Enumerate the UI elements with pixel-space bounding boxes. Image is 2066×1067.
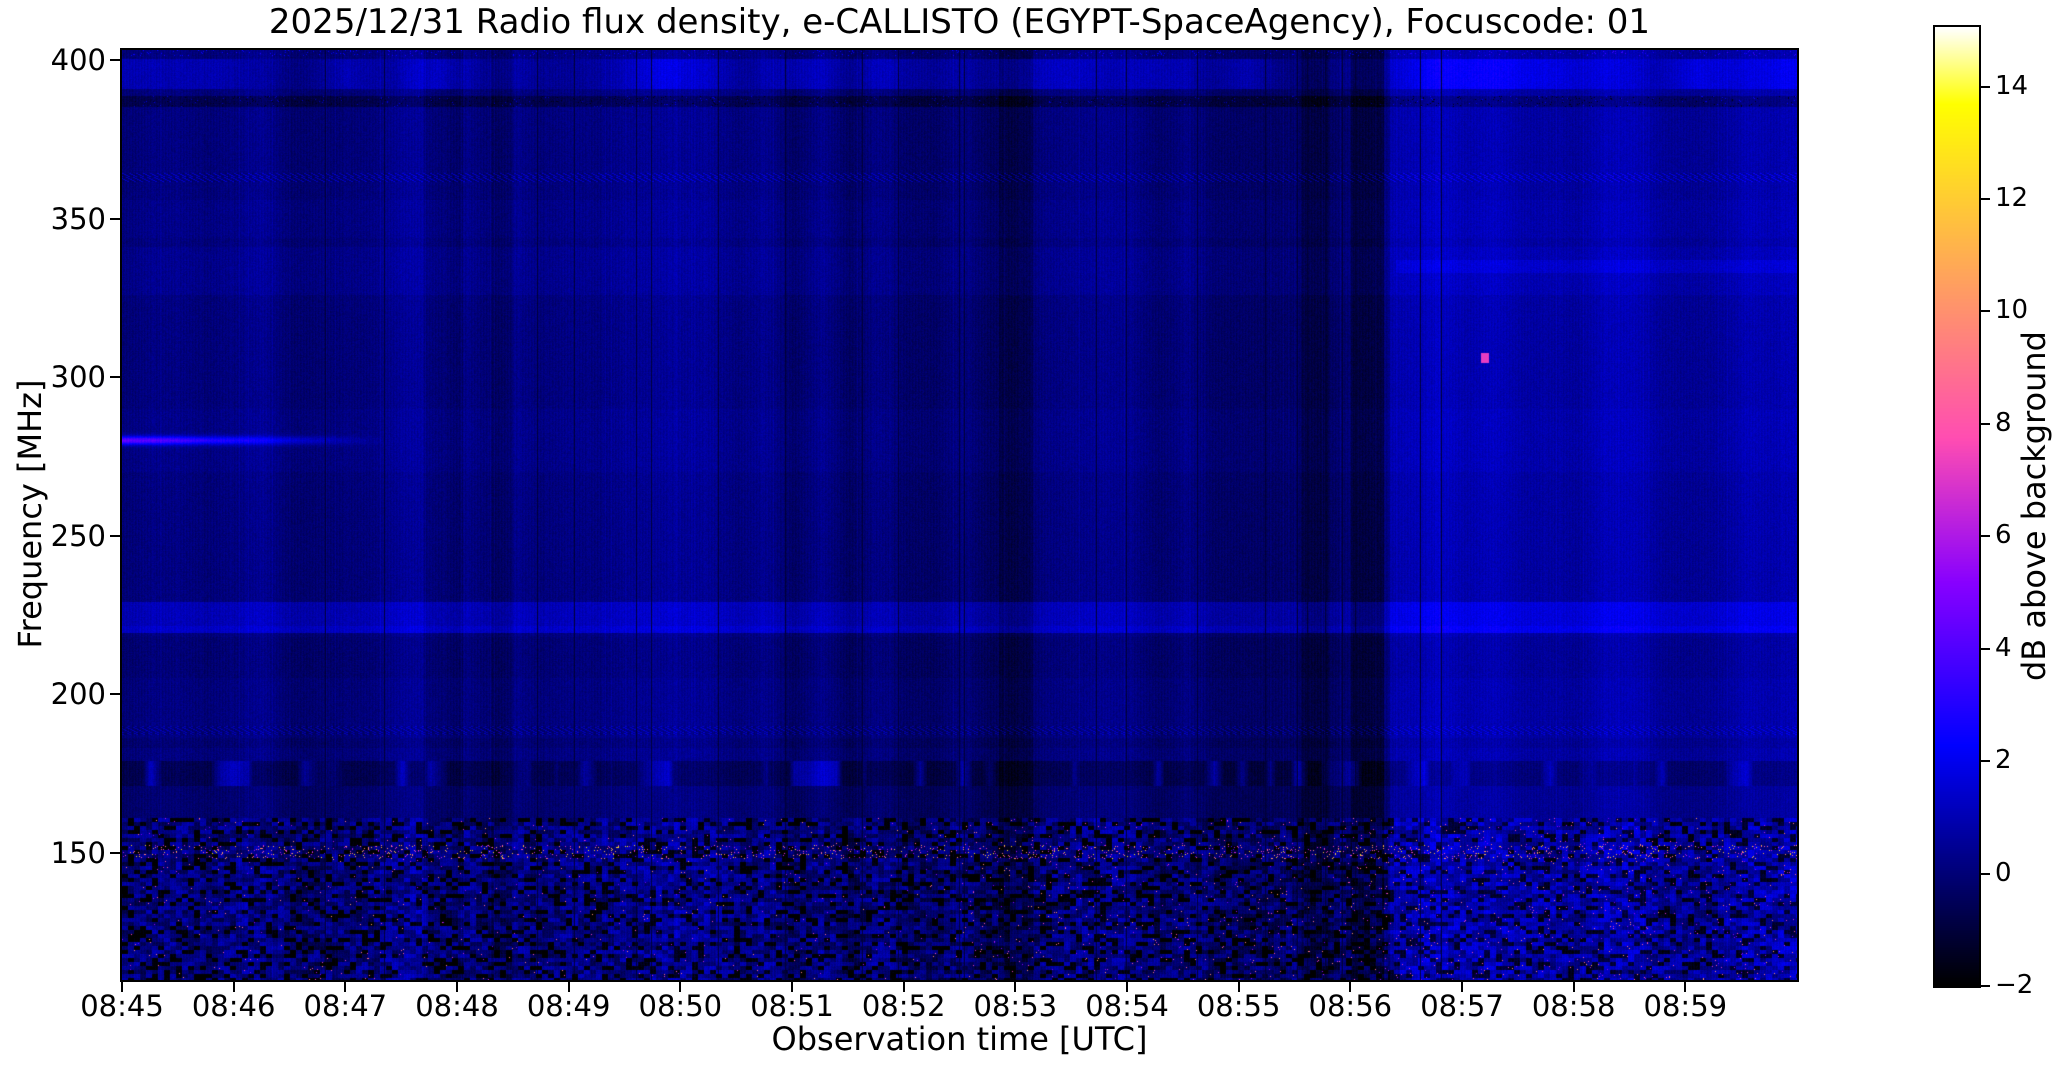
- x-tick-mark: [121, 982, 123, 992]
- colorbar-tick-mark: [1981, 872, 1990, 875]
- y-tick-mark: [110, 534, 120, 537]
- x-tick-label: 08:46: [191, 989, 276, 1023]
- y-tick-label: 150: [50, 835, 106, 870]
- colorbar-tick-mark: [1981, 198, 1990, 200]
- y-tick-mark: [110, 217, 120, 220]
- spectrogram-canvas: [122, 50, 1797, 980]
- colorbar-tick-label: 0: [1995, 857, 2012, 888]
- x-tick-label: 08:47: [303, 989, 388, 1023]
- x-tick-label: 08:48: [415, 989, 499, 1023]
- x-tick-mark: [902, 982, 905, 992]
- x-tick-label: 08:57: [1420, 989, 1504, 1023]
- colorbar-tick-label: 2: [1995, 745, 2012, 776]
- x-tick-label: 08:51: [750, 989, 834, 1023]
- y-tick-mark: [110, 693, 120, 696]
- x-tick-label: 08:56: [1308, 989, 1393, 1023]
- colorbar-tick-label: −2: [1995, 970, 2034, 1000]
- x-tick-mark: [232, 982, 235, 992]
- colorbar-tick-label: 4: [1995, 632, 2012, 663]
- colorbar-canvas: [1935, 27, 1979, 986]
- x-tick-mark: [1014, 982, 1017, 992]
- x-tick-mark: [791, 982, 793, 992]
- x-tick-label: 08:58: [1531, 989, 1616, 1023]
- figure-title: 2025/12/31 Radio flux density, e-CALLIST…: [268, 2, 1651, 42]
- colorbar-tick-mark: [1981, 760, 1990, 763]
- x-tick-label: 08:50: [638, 989, 723, 1023]
- y-tick-label: 400: [50, 43, 106, 78]
- colorbar-tick-label: 8: [1995, 407, 2012, 438]
- colorbar-tick-mark: [1981, 85, 1990, 88]
- colorbar-tick-label: 10: [1995, 295, 2029, 326]
- x-tick-mark: [456, 982, 458, 992]
- y-tick-mark: [110, 851, 120, 854]
- colorbar-tick-label: 6: [1995, 520, 2012, 551]
- x-tick-mark: [1461, 982, 1463, 992]
- x-tick-label: 08:45: [80, 989, 164, 1023]
- x-tick-label: 08:59: [1643, 989, 1728, 1023]
- colorbar-tick-label: 14: [1995, 70, 2029, 101]
- x-tick-mark: [1684, 982, 1687, 992]
- x-tick-mark: [1237, 982, 1240, 992]
- x-tick-label: 08:52: [861, 989, 946, 1023]
- y-tick-label: 300: [50, 360, 106, 395]
- colorbar-tick-mark: [1981, 985, 1990, 987]
- colorbar-tick-label: 12: [1995, 183, 2029, 213]
- plot-area: [120, 48, 1799, 982]
- y-tick-mark: [110, 376, 120, 379]
- x-tick-mark: [344, 982, 347, 992]
- x-tick-mark: [679, 982, 682, 992]
- y-tick-label: 200: [50, 677, 106, 712]
- y-axis-label: Frequency [MHz]: [11, 379, 49, 649]
- colorbar-tick-mark: [1981, 310, 1990, 313]
- x-tick-label: 08:54: [1085, 989, 1169, 1023]
- y-tick-mark: [110, 59, 120, 62]
- x-tick-label: 08:53: [973, 989, 1058, 1023]
- colorbar-tick-mark: [1981, 647, 1990, 650]
- x-tick-mark: [567, 982, 570, 992]
- y-tick-label: 250: [50, 518, 106, 553]
- x-tick-mark: [1126, 982, 1128, 992]
- colorbar-label: dB above background: [2015, 331, 2053, 681]
- y-tick-label: 350: [50, 201, 106, 236]
- x-tick-label: 08:55: [1196, 989, 1281, 1023]
- x-tick-label: 08:49: [526, 989, 611, 1023]
- x-axis-label: Observation time [UTC]: [771, 1020, 1148, 1058]
- x-tick-mark: [1572, 982, 1575, 992]
- colorbar-tick-mark: [1981, 422, 1990, 425]
- x-tick-mark: [1349, 982, 1352, 992]
- colorbar-tick-mark: [1981, 535, 1990, 538]
- colorbar: [1933, 25, 1981, 988]
